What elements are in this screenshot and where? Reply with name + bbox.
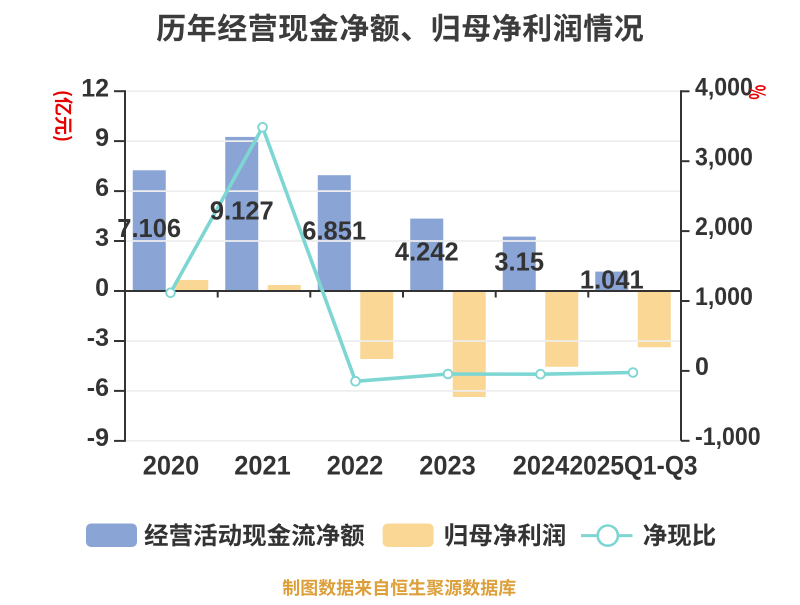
svg-text:-6: -6 [87,374,109,402]
svg-text:2023: 2023 [419,451,476,481]
svg-text:9.127: 9.127 [210,196,274,226]
svg-text:-1,000: -1,000 [695,423,761,451]
svg-text:7.106: 7.106 [117,213,181,243]
svg-text:1.041: 1.041 [580,265,644,295]
svg-text:3: 3 [95,224,109,252]
svg-text:1,000: 1,000 [695,283,753,311]
svg-text:-9: -9 [87,424,109,452]
svg-text:9: 9 [95,124,109,152]
svg-text:3,000: 3,000 [695,143,753,171]
svg-text:2021: 2021 [234,451,291,481]
svg-text:2024: 2024 [513,451,570,481]
svg-text:2025Q1-Q3: 2025Q1-Q3 [570,451,698,481]
svg-text:3.15: 3.15 [494,247,544,277]
svg-text:2022: 2022 [327,451,384,481]
svg-text:0: 0 [95,274,109,302]
svg-text:2020: 2020 [143,451,200,481]
svg-text:6.851: 6.851 [302,216,366,246]
svg-text:4.242: 4.242 [395,237,459,267]
svg-text:0: 0 [695,353,709,381]
svg-text:12: 12 [81,74,109,102]
svg-text:-3: -3 [87,324,109,352]
svg-text:4,000: 4,000 [695,73,753,101]
svg-text:2,000: 2,000 [695,213,753,241]
svg-text:6: 6 [95,174,109,202]
